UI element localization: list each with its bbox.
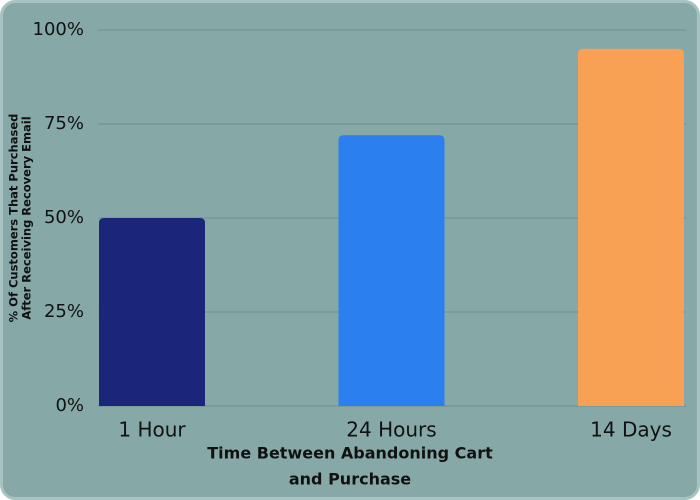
x-axis-title: Time Between Abandoning Cart <box>207 444 493 463</box>
y-tick-label: 0% <box>55 395 84 416</box>
y-tick-label: 100% <box>33 19 84 40</box>
x-tick-label: 14 Days <box>590 418 672 442</box>
y-tick-label: 50% <box>44 207 84 228</box>
bar <box>99 218 205 406</box>
x-axis-title: and Purchase <box>289 470 411 489</box>
y-axis-title-line: After Receiving Recovery Email <box>20 116 34 319</box>
bar <box>578 48 684 407</box>
y-tick-label: 25% <box>44 301 84 322</box>
y-axis-title: % Of Customers That Purchased After Recei… <box>7 114 34 323</box>
x-tick-label: 1 Hour <box>118 418 186 442</box>
x-tick-label: 24 Hours <box>346 418 436 442</box>
y-axis-title-line: % Of Customers That Purchased <box>7 114 21 323</box>
bar <box>338 135 445 406</box>
y-tick-label: 75% <box>44 113 84 134</box>
